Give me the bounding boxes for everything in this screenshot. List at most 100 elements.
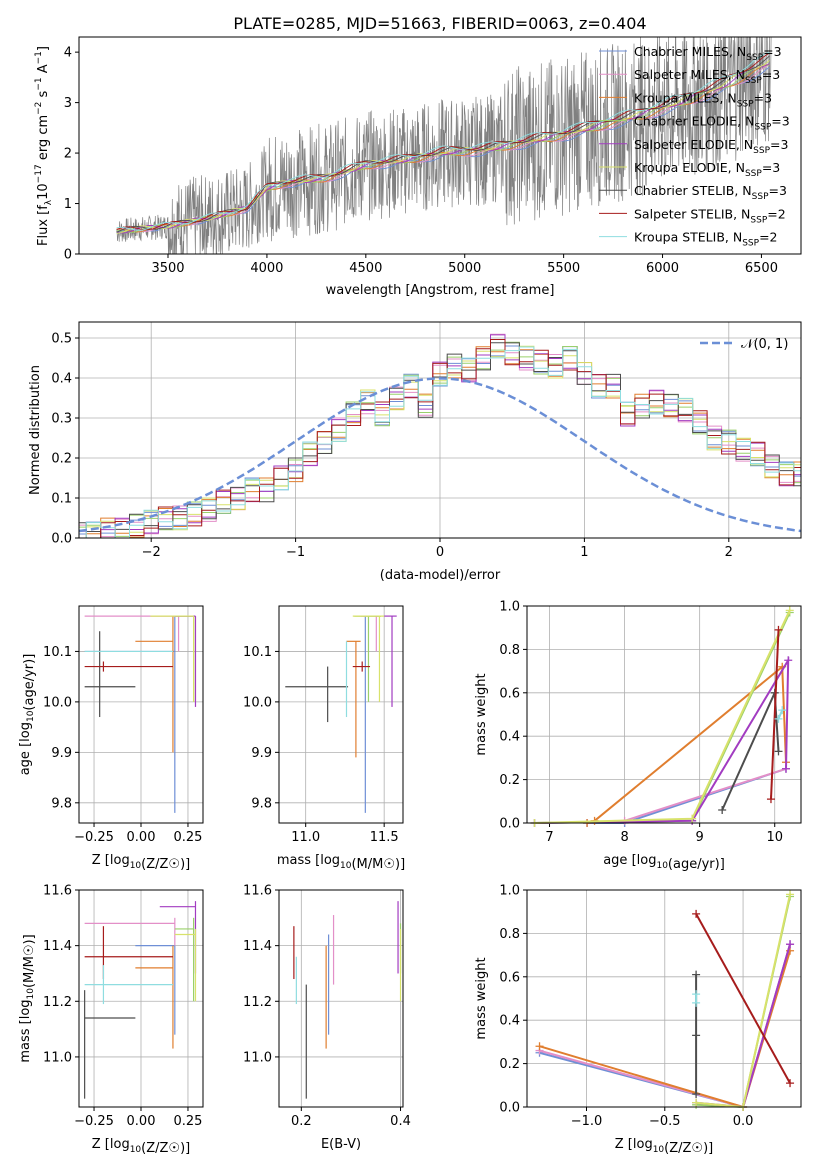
weight-vs-age-frame — [526, 605, 802, 824]
age-vs-z-frame — [78, 605, 204, 824]
weight-vs-z-ytick-label: 0.0 — [499, 1101, 520, 1116]
spectrum-legend-label: Salpeter STELIB, NSSP=2 — [634, 206, 786, 225]
weight-vs-age-point-marker — [774, 747, 783, 756]
age-vs-z-ytick-label: 10.1 — [43, 645, 72, 660]
weight-vs-z-xlabel: Z [log10(Z/Z☉)] — [615, 1137, 713, 1156]
spectrum-xtick-label: 6500 — [745, 261, 778, 276]
weight-vs-z-ytick-label: 0.4 — [499, 1014, 520, 1029]
residuals-xlabel: (data-model)/error — [380, 568, 501, 583]
spectrum-model-line — [116, 52, 770, 231]
mass-vs-ebv-ytick-label: 11.2 — [243, 995, 272, 1010]
weight-vs-z-series-line — [695, 913, 791, 1084]
mass-vs-ebv-xlabel: E(B-V) — [321, 1137, 361, 1152]
mass-vs-z-ytick-label: 11.2 — [43, 995, 72, 1010]
weight-vs-z-ytick-label: 0.6 — [499, 970, 520, 985]
mass-vs-z-xlabel: Z [log10(Z/Z☉)] — [92, 1137, 190, 1156]
spectrum-xtick-label: 3500 — [151, 261, 184, 276]
weight-vs-age-xtick-label: 8 — [620, 830, 628, 845]
mass-vs-z-ylabel: mass [log10(M/M☉)] — [18, 934, 37, 1062]
residuals-ylabel: Normed distribution — [28, 365, 43, 495]
age-vs-z-ytick-label: 10.0 — [43, 695, 72, 710]
weight-vs-z-point-marker — [786, 940, 795, 949]
residuals-ytick-label: 0.2 — [51, 452, 72, 467]
age-vs-mass-ytick-label: 10.0 — [243, 695, 272, 710]
mass-vs-z-ytick-label: 11.6 — [43, 884, 72, 899]
age-vs-mass-frame — [278, 605, 404, 824]
mass-vs-z-xtick-label: −0.25 — [74, 1114, 114, 1129]
age-vs-mass-xtick-label: 11.0 — [291, 830, 320, 845]
spectrum-model-line — [116, 63, 770, 234]
weight-vs-z-xtick-label: 0.0 — [733, 1114, 754, 1129]
spectrum-legend-label: Chabrier ELODIE, NSSP=3 — [634, 114, 790, 133]
spectrum-legend-label: Kroupa MILES, NSSP=3 — [634, 90, 772, 109]
weight-vs-z-point-marker — [692, 909, 701, 918]
age-vs-mass-ytick-label: 9.8 — [251, 796, 272, 811]
age-vs-z-xtick-label: −0.25 — [74, 830, 114, 845]
residuals-xtick-label: 1 — [580, 545, 588, 560]
weight-vs-age-point-marker — [778, 706, 787, 715]
age-vs-mass-xtick-label: 11.5 — [370, 830, 399, 845]
mass-vs-z-frame — [78, 889, 204, 1108]
age-vs-mass-ytick-label: 10.1 — [243, 645, 272, 660]
spectrum-xtick-label: 6000 — [646, 261, 679, 276]
spectrum-legend-label: Salpeter MILES, NSSP=3 — [634, 67, 780, 86]
mass-vs-ebv-xtick-label: 0.2 — [291, 1114, 312, 1129]
spectrum-legend-label: Salpeter ELODIE, NSSP=3 — [634, 137, 788, 156]
residuals-ytick-label: 0.5 — [51, 332, 72, 347]
weight-vs-age-xtick-label: 10 — [766, 830, 783, 845]
residuals-ytick-label: 0.1 — [51, 492, 72, 507]
spectrum-xtick-label: 5500 — [547, 261, 580, 276]
spectrum-xtick-label: 4000 — [250, 261, 283, 276]
weight-vs-z-ytick-label: 0.8 — [499, 927, 520, 942]
weight-vs-z-xtick-label: −0.5 — [649, 1114, 681, 1129]
age-vs-z-xlabel: Z [log10(Z/Z☉)] — [92, 853, 190, 872]
weight-vs-age-point-marker — [784, 656, 793, 665]
residuals-xtick-label: −2 — [142, 545, 161, 560]
spectrum-ylabel: Flux [fλ10−17 erg cm−2 s−1 A−1] — [34, 46, 54, 246]
weight-vs-age-point-marker — [766, 795, 775, 804]
weight-vs-z-point-marker — [535, 1042, 544, 1051]
weight-vs-age-series-line — [534, 656, 790, 824]
weight-vs-z-point-marker — [692, 970, 701, 979]
weight-vs-z-point-marker — [692, 990, 701, 999]
spectrum-ytick-label: 4 — [64, 46, 72, 61]
spectrum-ytick-label: 2 — [64, 147, 72, 162]
mass-vs-z-xtick-label: 0.00 — [127, 1114, 156, 1129]
weight-vs-age-point-marker — [781, 764, 790, 773]
weight-vs-age-ytick-label: 0.6 — [499, 686, 520, 701]
age-vs-z-xtick-label: 0.00 — [127, 830, 156, 845]
mass-vs-z-ytick-label: 11.4 — [43, 939, 72, 954]
spectrum-legend-label: Kroupa ELODIE, NSSP=3 — [634, 160, 780, 179]
mass-vs-ebv-ytick-label: 11.0 — [243, 1050, 272, 1065]
residuals-ytick-label: 0.4 — [51, 372, 72, 387]
weight-vs-age-series-line — [770, 629, 780, 800]
weight-vs-age-point-marker — [774, 714, 783, 723]
residuals-ytick-label: 0.3 — [51, 412, 72, 427]
spectrum-model-line — [116, 51, 770, 231]
spectrum-xlabel: wavelength [Angstrom, rest frame] — [326, 283, 555, 298]
age-vs-mass-xlabel: mass [log10(M/M☉)] — [277, 853, 405, 872]
weight-vs-age-ytick-label: 0.0 — [499, 817, 520, 832]
mass-vs-ebv-xtick-label: 0.4 — [390, 1114, 411, 1129]
weight-vs-z-xtick-label: −1.0 — [571, 1114, 603, 1129]
mass-vs-ebv-ytick-label: 11.6 — [243, 884, 272, 899]
weight-vs-z-point-marker — [692, 1031, 701, 1040]
weight-vs-z-ytick-label: 1.0 — [499, 884, 520, 899]
weight-vs-z-point-marker — [692, 998, 701, 1007]
residuals-normal-curve — [78, 377, 802, 533]
weight-vs-age-ytick-label: 0.2 — [499, 773, 520, 788]
mass-vs-z-xtick-label: 0.25 — [173, 1114, 202, 1129]
weight-vs-z-ylabel: mass weight — [474, 957, 489, 1039]
spectrum-legend-label: Chabrier MILES, NSSP=3 — [634, 44, 782, 63]
weight-vs-age-xtick-label: 9 — [696, 830, 704, 845]
weight-vs-age-ylabel: mass weight — [474, 673, 489, 755]
age-vs-z-xtick-label: 0.25 — [173, 830, 202, 845]
residuals-histogram — [79, 346, 801, 538]
residuals-frame — [78, 321, 802, 539]
age-vs-z-ytick-label: 9.9 — [51, 746, 72, 761]
weight-vs-z-point-marker — [786, 1079, 795, 1088]
age-vs-z-ytick-label: 9.8 — [51, 796, 72, 811]
mass-vs-ebv-ytick-label: 11.4 — [243, 939, 272, 954]
age-vs-mass-ytick-label: 9.9 — [251, 746, 272, 761]
